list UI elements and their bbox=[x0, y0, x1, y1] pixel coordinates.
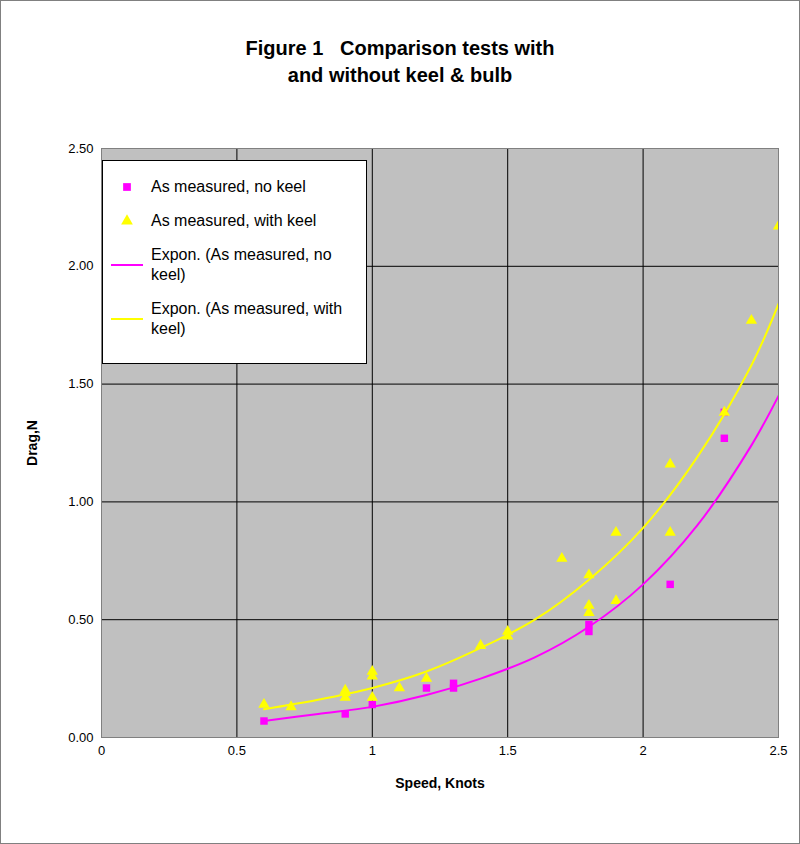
svg-text:Speed, Knots: Speed, Knots bbox=[395, 775, 485, 791]
svg-text:2.00: 2.00 bbox=[68, 258, 93, 273]
svg-text:2.5: 2.5 bbox=[769, 743, 787, 758]
html-text:As measured, no keel: As measured, no keel bbox=[151, 178, 306, 195]
svg-text:1.00: 1.00 bbox=[68, 494, 93, 509]
svg-text:Drag,N: Drag,N bbox=[24, 420, 40, 466]
html-text:Expon. (As measured, with keel: Expon. (As measured, with keel) bbox=[151, 300, 343, 337]
svg-text:0.50: 0.50 bbox=[68, 612, 93, 627]
svg-text:1.5: 1.5 bbox=[499, 743, 517, 758]
html-text:As measured, with keel: As measured, with keel bbox=[151, 212, 317, 229]
svg-text:2: 2 bbox=[639, 743, 646, 758]
svg-text:0.00: 0.00 bbox=[68, 730, 93, 745]
svg-text:0: 0 bbox=[98, 743, 105, 758]
html-text:Expon. (As measured, no keel): Expon. (As measured, no keel) bbox=[151, 246, 332, 283]
svg-text:0.5: 0.5 bbox=[228, 743, 246, 758]
svg-text:2.50: 2.50 bbox=[68, 141, 93, 156]
svg-text:1.50: 1.50 bbox=[68, 376, 93, 391]
html-text:Figure 1 Comparison tests with: Figure 1 Comparison tests with and witho… bbox=[245, 37, 555, 86]
svg-text:1: 1 bbox=[369, 743, 376, 758]
